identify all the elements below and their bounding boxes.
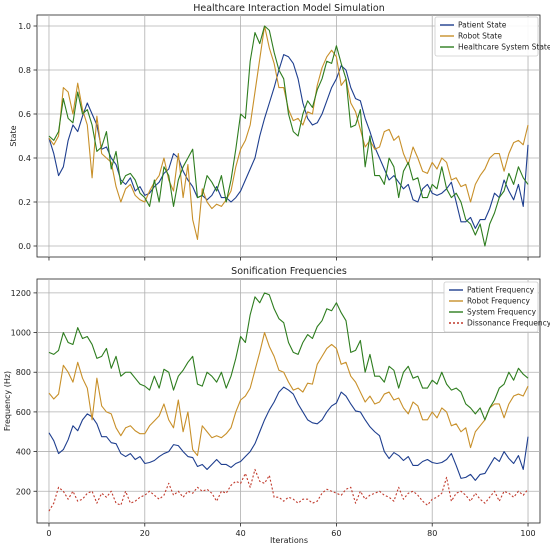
x-tick-label-80: 80 [427, 529, 437, 538]
bottom-y-ticks: 200 400 600 800 1000 1200 [11, 289, 37, 496]
legend-label-system-frequency: System Frequency [467, 308, 537, 317]
y-tick-label-200: 200 [16, 487, 31, 496]
series-line-healthcare-system-state [48, 25, 529, 247]
legend-label-patient-frequency: Patient Frequency [467, 286, 535, 295]
legend-label-healthcare-system-state: Healthcare System State [458, 43, 550, 52]
legend-label-robot-state: Robot State [458, 32, 502, 41]
legend-frame [443, 281, 539, 333]
y-tick-label-600: 600 [16, 408, 31, 417]
bottom-grid [37, 279, 540, 523]
top-y-axis-label: State [9, 125, 18, 146]
y-tick-label-0-0: 0.0 [18, 242, 31, 251]
series-line-patient-frequency [48, 386, 529, 481]
top-series-lines [48, 25, 529, 247]
bottom-chart-frequencies: Sonification Frequencies 200400600800100… [3, 266, 550, 545]
top-chart-state: Healthcare Interaction Model Simulation … [9, 3, 550, 261]
legend-frame [434, 16, 539, 57]
series-line-system-frequency [48, 292, 529, 421]
bottom-legend: Patient Frequency Robot Frequency System F… [443, 281, 550, 333]
y-tick-label-0-2: 0.2 [18, 198, 31, 207]
top-plot-area [36, 14, 541, 258]
top-y-ticks: 0.0 0.2 0.4 0.6 0.8 1.0 [18, 22, 37, 251]
x-tick-label-0: 0 [46, 529, 51, 538]
legend-label-dissonance-frequency: Dissonance Frequency [467, 319, 550, 328]
series-line-robot-frequency [48, 332, 529, 457]
top-x-ticks [48, 257, 529, 261]
y-tick-label-1000: 1000 [11, 329, 31, 338]
series-line-dissonance-frequency [48, 468, 529, 512]
bottom-x-axis-label: Iterations [270, 536, 308, 545]
bottom-plot-area [36, 278, 541, 524]
legend-label-robot-frequency: Robot Frequency [467, 297, 530, 306]
x-tick-label-20: 20 [140, 529, 150, 538]
x-tick-label-100: 100 [520, 529, 535, 538]
y-tick-label-0-8: 0.8 [18, 66, 31, 75]
y-tick-label-0-6: 0.6 [18, 110, 31, 119]
y-tick-label-1200: 1200 [11, 289, 31, 298]
x-tick-label-60: 60 [331, 529, 341, 538]
bottom-series-lines [48, 292, 529, 512]
bottom-x-ticks: 0 20 40 60 80 100 [46, 523, 536, 538]
series-line-patient-state [48, 54, 529, 229]
top-legend: Patient State Robot State Healthcare Syste… [434, 16, 550, 57]
series-line-robot-state [48, 25, 529, 240]
bottom-y-axis-label: Frequency (Hz) [3, 371, 12, 431]
legend-label-patient-state: Patient State [458, 21, 507, 30]
y-tick-label-1-0: 1.0 [18, 22, 31, 31]
top-chart-title: Healthcare Interaction Model Simulation [193, 3, 385, 14]
y-tick-label-800: 800 [16, 368, 31, 377]
bottom-chart-title: Sonification Frequencies [231, 266, 347, 277]
x-tick-label-40: 40 [236, 529, 246, 538]
y-tick-label-0-4: 0.4 [18, 154, 31, 163]
y-tick-label-400: 400 [16, 448, 31, 457]
